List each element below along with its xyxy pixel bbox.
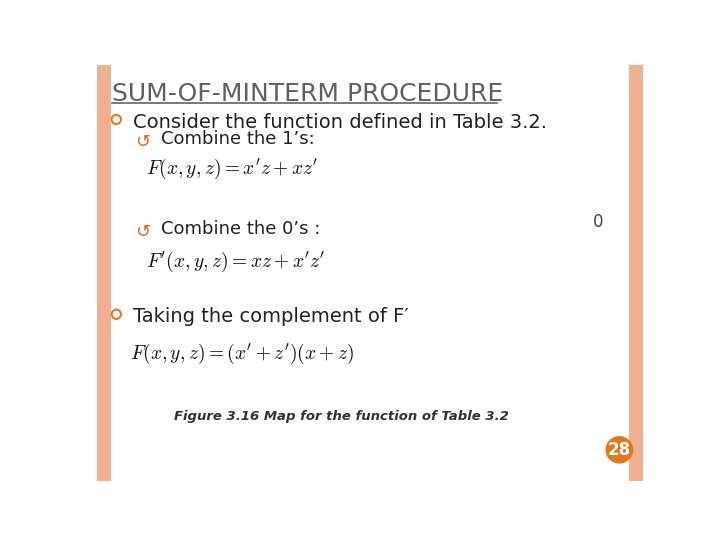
Text: SUM-OF-MINTERM PROCEDURE: SUM-OF-MINTERM PROCEDURE	[112, 82, 503, 106]
Text: Combine the 0’s :: Combine the 0’s :	[161, 220, 320, 238]
Text: Combine the 1’s:: Combine the 1’s:	[161, 130, 315, 148]
Text: $F'(x, y, z) = xz + x'z'$: $F'(x, y, z) = xz + x'z'$	[145, 249, 325, 274]
Text: ↺: ↺	[135, 132, 150, 151]
Circle shape	[606, 437, 632, 463]
Text: 0: 0	[593, 213, 603, 231]
Text: $F(x, y, z) = x'z + xz'$: $F(x, y, z) = x'z + xz'$	[145, 157, 318, 181]
Text: Consider the function defined in Table 3.2.: Consider the function defined in Table 3…	[132, 112, 546, 132]
Text: ↺: ↺	[135, 222, 150, 241]
Text: Taking the complement of F′: Taking the complement of F′	[132, 307, 408, 326]
Text: 28: 28	[608, 441, 631, 459]
Text: $F(x, y, z) = (x' + z')(x + z)$: $F(x, y, z) = (x' + z')(x + z)$	[130, 342, 354, 366]
Text: Figure 3.16 Map for the function of Table 3.2: Figure 3.16 Map for the function of Tabl…	[174, 410, 508, 423]
